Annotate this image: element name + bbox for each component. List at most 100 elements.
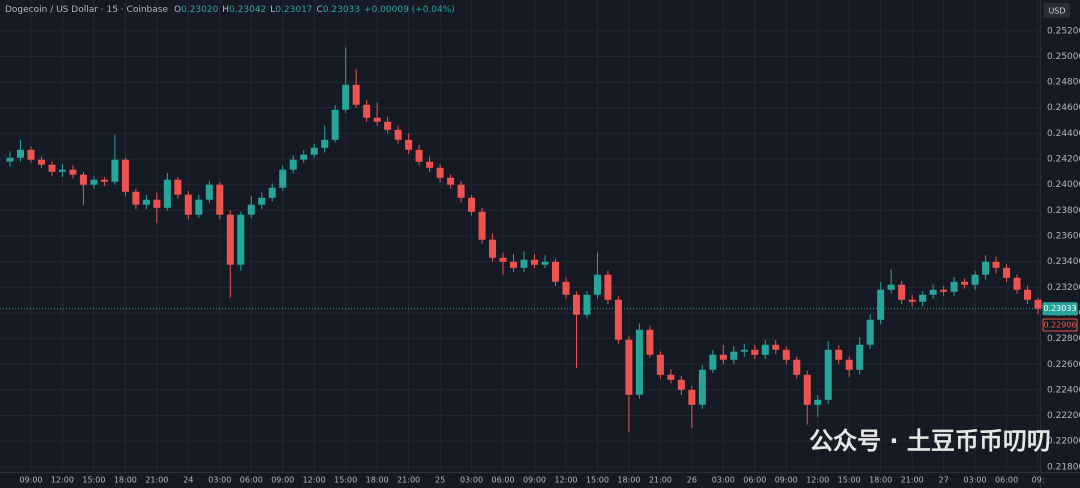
candle-body xyxy=(174,179,182,195)
candle-body xyxy=(908,299,916,302)
candle-body xyxy=(940,289,948,292)
candle-body xyxy=(142,199,150,205)
ohlc-value: 0.23017 xyxy=(275,5,312,15)
candle-body xyxy=(289,159,297,170)
candle-body xyxy=(583,294,591,315)
candle-body xyxy=(27,149,35,160)
currency: USD xyxy=(1048,7,1065,16)
candle-body xyxy=(1003,267,1011,278)
candle-body xyxy=(950,281,958,292)
ohlc-value: 0.23042 xyxy=(229,5,266,15)
x-tick-label: 18:00 xyxy=(869,476,892,485)
price-tag-label: 0.22906 xyxy=(1043,321,1076,330)
candle-body xyxy=(1034,299,1042,309)
ohlc-label: C xyxy=(317,5,323,15)
candle-body xyxy=(258,197,266,205)
candle-body xyxy=(635,329,643,395)
candle-body xyxy=(426,161,434,168)
price-tag-label: 0.23033 xyxy=(1043,304,1076,313)
candle-body xyxy=(163,179,171,208)
candle-body xyxy=(394,129,402,140)
candle-body xyxy=(321,139,329,148)
candle-body xyxy=(667,374,675,380)
x-tick-label: 06:00 xyxy=(995,476,1018,485)
x-tick-label: 26 xyxy=(687,476,697,485)
candle-body xyxy=(845,359,853,370)
candle-body xyxy=(310,147,318,155)
x-tick-label: 06:00 xyxy=(491,476,514,485)
candle-body xyxy=(856,344,864,370)
ohlc-label: O xyxy=(174,5,181,15)
candle-body xyxy=(279,169,287,188)
x-tick-label: 15:00 xyxy=(334,476,357,485)
x-tick-label: 15:00 xyxy=(586,476,609,485)
candle-body xyxy=(531,259,538,265)
candle-body xyxy=(205,184,213,200)
x-tick-label: 18:00 xyxy=(366,476,389,485)
change: +0.00009 (+0.04%) xyxy=(364,5,455,15)
candle-body xyxy=(541,261,549,265)
candle-body xyxy=(835,349,843,360)
candle-body xyxy=(982,261,990,275)
candle-body xyxy=(814,399,822,405)
candle-body xyxy=(782,349,790,360)
ohlc-label: L xyxy=(270,5,275,15)
candle-body xyxy=(153,199,161,208)
candle-body xyxy=(971,274,979,285)
candle-body xyxy=(457,184,465,198)
candle-body xyxy=(772,344,780,350)
currency-badge xyxy=(1044,3,1070,18)
x-tick-label: 03:00 xyxy=(460,476,483,485)
candle-body xyxy=(824,349,832,400)
candle-body xyxy=(688,389,696,405)
candle-body xyxy=(90,179,98,185)
candle-body xyxy=(572,294,580,315)
candle-body xyxy=(100,179,108,182)
x-tick-label: 15:00 xyxy=(838,476,861,485)
candle-body xyxy=(415,149,423,162)
x-tick-label: 12:00 xyxy=(806,476,829,485)
candle-body xyxy=(961,281,969,285)
candle-body xyxy=(803,374,811,405)
candle-body xyxy=(562,281,570,295)
candle-body xyxy=(625,339,633,395)
candle-body xyxy=(761,344,769,355)
x-tick-label: 03:00 xyxy=(712,476,735,485)
candle-body xyxy=(468,197,476,212)
candle-body xyxy=(646,329,654,355)
candle-body xyxy=(69,169,77,175)
candle-body xyxy=(331,109,339,140)
legend-title: Dogecoin / US Dollar · 15 · Coinbase xyxy=(5,5,168,15)
watermark: 公众号 · 土豆币币叨叨 xyxy=(809,427,1051,455)
candle-body xyxy=(16,149,24,158)
candle-body xyxy=(363,104,371,118)
candle-body xyxy=(709,354,717,370)
candle-body xyxy=(48,164,56,172)
x-tick-label: 27 xyxy=(939,476,949,485)
price-tag xyxy=(1042,302,1078,316)
candle-body xyxy=(436,167,444,178)
candle-body xyxy=(195,199,203,215)
x-tick-label: 24 xyxy=(183,476,193,485)
x-tick-label: 12:00 xyxy=(51,476,74,485)
x-tick-label: 09: xyxy=(1032,476,1045,485)
x-tick-label: 12:00 xyxy=(554,476,577,485)
candle-body xyxy=(730,351,738,360)
x-tick-label: 09:00 xyxy=(271,476,294,485)
x-tick-label: 06:00 xyxy=(743,476,766,485)
candle-body xyxy=(593,274,601,295)
